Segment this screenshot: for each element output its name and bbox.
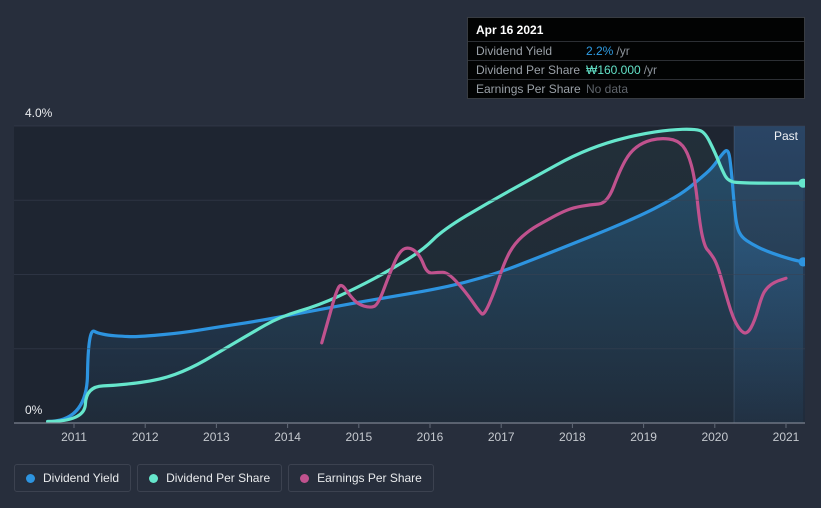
series-line-dividend-yield xyxy=(46,148,805,423)
tooltip-row-dividend-per-share: Dividend Per Share ₩160.000 /yr xyxy=(468,60,804,79)
x-axis-label-2013: 2013 xyxy=(203,430,230,444)
x-axis-label-2016: 2016 xyxy=(416,430,444,444)
x-axis-label-2014: 2014 xyxy=(274,430,301,444)
x-axis-label-2021: 2021 xyxy=(772,430,800,444)
x-axis-label-2017: 2017 xyxy=(487,430,515,444)
series-area-dividend-per-share xyxy=(47,129,804,423)
x-axis-label-2012: 2012 xyxy=(131,430,159,444)
chart-tooltip: Apr 16 2021 Dividend Yield 2.2% /yr Divi… xyxy=(467,17,805,99)
legend-item-dividend-per-share[interactable]: Dividend Per Share xyxy=(137,464,283,492)
legend-item-label: Dividend Per Share xyxy=(166,471,271,485)
series-end-dot-dividend-yield[interactable] xyxy=(798,257,807,267)
legend-dot-icon xyxy=(26,473,35,483)
past-region-label: Past xyxy=(773,129,798,143)
x-axis-label-2020: 2020 xyxy=(701,430,729,444)
tooltip-row-label: Dividend Yield xyxy=(476,44,553,58)
tooltip-row-earnings-per-share: Earnings Per Share No data xyxy=(468,79,804,98)
legend-item-earnings-per-share[interactable]: Earnings Per Share xyxy=(288,464,434,492)
x-axis-label-2015: 2015 xyxy=(345,430,373,444)
x-axis-label-2018: 2018 xyxy=(559,430,586,444)
legend-dot-icon xyxy=(149,473,159,483)
tooltip-row-value: ₩160.000 xyxy=(586,63,641,77)
tooltip-row-label: Earnings Per Share xyxy=(476,82,581,96)
series-end-dot-dividend-per-share[interactable] xyxy=(798,178,807,188)
legend-item-label: Earnings Per Share xyxy=(317,471,422,485)
y-axis-label-top: 4.0% xyxy=(25,106,53,120)
legend-item-dividend-yield[interactable]: Dividend Yield xyxy=(14,464,132,492)
chart-legend: Dividend Yield Dividend Per Share Earnin… xyxy=(14,464,434,492)
tooltip-row-value: 2.2% xyxy=(586,44,614,58)
tooltip-row-suffix: /yr xyxy=(643,63,658,77)
legend-dot-icon xyxy=(300,473,310,483)
series-line-earnings-per-share xyxy=(320,137,788,345)
tooltip-row-value: No data xyxy=(586,82,629,96)
tooltip-row-label: Dividend Per Share xyxy=(476,63,581,77)
legend-item-label: Dividend Yield xyxy=(43,471,120,485)
series-line-dividend-per-share xyxy=(46,127,805,423)
tooltip-row-dividend-yield: Dividend Yield 2.2% /yr xyxy=(468,41,804,60)
tooltip-row-suffix: /yr xyxy=(616,44,630,58)
tooltip-date: Apr 16 2021 xyxy=(476,23,544,37)
y-axis-label-bottom: 0% xyxy=(25,403,43,417)
x-axis-label-2019: 2019 xyxy=(630,430,657,444)
x-axis-label-2011: 2011 xyxy=(61,430,87,444)
